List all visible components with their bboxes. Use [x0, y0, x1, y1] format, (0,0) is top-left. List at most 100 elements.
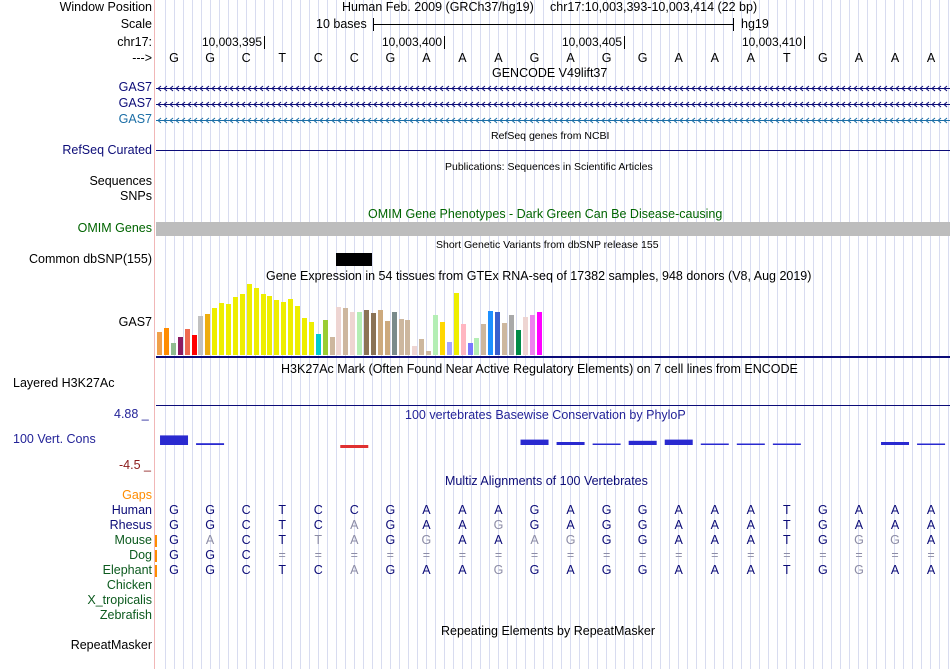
gtex-tissue-bar[interactable] — [419, 339, 425, 355]
phylop-label[interactable]: 100 Vert. Cons — [13, 432, 96, 446]
gtex-tissue-bar[interactable] — [426, 351, 432, 355]
gtex-tissue-bar[interactable] — [384, 321, 390, 355]
refseq-title: RefSeq genes from NCBI — [491, 130, 610, 142]
aligned-base: A — [746, 563, 755, 577]
gtex-tissue-bar[interactable] — [184, 329, 190, 355]
gtex-tissue-bar[interactable] — [412, 346, 418, 355]
species-label[interactable]: Human — [111, 503, 152, 517]
h3k27ac-label[interactable]: Layered H3K27Ac — [13, 376, 115, 390]
gtex-tissue-bar[interactable] — [267, 296, 273, 355]
gencode-gas7-label-2[interactable]: GAS7 — [118, 96, 152, 110]
gtex-gas7-label[interactable]: GAS7 — [118, 315, 152, 329]
gtex-tissue-bar[interactable] — [529, 315, 535, 355]
gtex-tissue-bar[interactable] — [260, 294, 266, 355]
ruler-tick-label: 10,003,395 — [201, 35, 262, 49]
gtex-tissue-bar[interactable] — [515, 330, 521, 355]
aligned-base: = — [855, 548, 863, 562]
dbsnp-title: Short Genetic Variants from dbSNP releas… — [436, 239, 659, 251]
gtex-tissue-bar[interactable] — [446, 342, 452, 355]
aligned-base: C — [313, 563, 323, 577]
gtex-tissue-bar[interactable] — [177, 337, 183, 355]
gtex-tissue-bar[interactable] — [322, 320, 328, 355]
gencode-transcripts[interactable] — [156, 80, 950, 128]
dbsnp-label[interactable]: Common dbSNP(155) — [29, 252, 152, 266]
gtex-tissue-bar[interactable] — [336, 307, 342, 355]
species-label[interactable]: X_tropicalis — [87, 593, 152, 607]
species-label[interactable]: Elephant — [102, 563, 152, 577]
publications-sequences-label[interactable]: Sequences — [89, 174, 152, 188]
reference-base: G — [818, 51, 828, 65]
refseq-gene-line[interactable] — [156, 150, 950, 151]
aligned-base: G — [818, 533, 828, 547]
gtex-tissue-bar[interactable] — [198, 316, 204, 355]
gtex-tissue-bar[interactable] — [219, 303, 225, 355]
gtex-tissue-bar[interactable] — [246, 284, 252, 355]
gtex-tissue-bar[interactable] — [288, 299, 294, 355]
gtex-tissue-bar[interactable] — [495, 312, 501, 355]
aligned-base: G — [529, 563, 540, 577]
refseq-curated-label[interactable]: RefSeq Curated — [62, 143, 152, 157]
gtex-tissue-bar[interactable] — [191, 335, 197, 355]
gtex-tissue-bar[interactable] — [377, 310, 383, 355]
aligned-base: G — [818, 518, 828, 532]
gencode-gas7-label-1[interactable]: GAS7 — [118, 80, 152, 94]
gtex-tissue-bar[interactable] — [212, 308, 218, 355]
gtex-tissue-bar[interactable] — [460, 324, 466, 355]
publications-title: Publications: Sequences in Scientific Ar… — [445, 161, 653, 173]
gencode-gas7-label-3[interactable]: GAS7 — [118, 112, 152, 126]
omim-gene-bar[interactable] — [156, 222, 950, 236]
gtex-tissue-bar[interactable] — [163, 328, 169, 355]
species-label[interactable]: Rhesus — [109, 518, 152, 532]
gtex-tissue-bar[interactable] — [522, 317, 528, 355]
gtex-tissue-bar[interactable] — [364, 310, 369, 355]
gtex-tissue-bar[interactable] — [357, 312, 363, 355]
gtex-tissue-bar[interactable] — [301, 318, 307, 355]
gtex-tissue-bar[interactable] — [405, 320, 411, 355]
gtex-tissue-bar[interactable] — [253, 288, 259, 355]
gtex-tissue-bar[interactable] — [329, 337, 335, 355]
gtex-tissue-bar[interactable] — [226, 304, 231, 355]
aligned-base: A — [926, 503, 936, 517]
gtex-tissue-bar[interactable] — [343, 308, 349, 355]
gtex-tissue-bar[interactable] — [481, 324, 487, 355]
aligned-base: A — [854, 503, 864, 517]
chrom-label: chr17: — [117, 35, 152, 49]
gtex-tissue-bar[interactable] — [157, 332, 162, 355]
aligned-base: A — [890, 518, 900, 532]
gtex-tissue-bar[interactable] — [239, 294, 245, 355]
dbsnp-variant[interactable] — [336, 253, 372, 266]
gtex-tissue-bar[interactable] — [391, 312, 397, 355]
gtex-tissue-bar[interactable] — [232, 297, 238, 355]
gtex-tissue-bar[interactable] — [370, 313, 376, 355]
species-label[interactable]: Mouse — [114, 533, 152, 547]
species-label[interactable]: Zebrafish — [99, 608, 152, 622]
repeatmasker-label[interactable]: RepeatMasker — [70, 638, 152, 652]
gtex-tissue-bar[interactable] — [308, 322, 314, 355]
omim-genes-label[interactable]: OMIM Genes — [77, 221, 152, 235]
aligned-base: = — [891, 548, 899, 562]
species-label[interactable]: Dog — [129, 548, 152, 562]
publications-snps-label[interactable]: SNPs — [120, 189, 152, 203]
gtex-tissue-bar[interactable] — [295, 306, 300, 355]
gtex-tissue-bar[interactable] — [350, 312, 356, 355]
gtex-tissue-bar[interactable] — [502, 323, 507, 355]
gtex-tissue-bar[interactable] — [315, 334, 321, 355]
species-label[interactable]: Chicken — [106, 578, 152, 592]
gtex-tissue-bar[interactable] — [508, 315, 514, 355]
gtex-tissue-bar[interactable] — [274, 300, 280, 355]
gtex-tissue-bar[interactable] — [398, 319, 404, 355]
reference-base: A — [566, 51, 575, 65]
gtex-tissue-bar[interactable] — [474, 338, 480, 355]
gtex-tissue-bar[interactable] — [488, 311, 494, 355]
gtex-tissue-bar[interactable] — [439, 322, 445, 355]
gtex-tissue-bar[interactable] — [433, 315, 438, 355]
phylop-scores[interactable] — [156, 430, 950, 456]
gtex-tissue-bar[interactable] — [536, 312, 542, 355]
gtex-tissue-bar[interactable] — [205, 314, 211, 355]
gtex-tissue-bar[interactable] — [281, 302, 287, 355]
multiz-gaps-label[interactable]: Gaps — [122, 488, 152, 502]
gtex-tissue-bar[interactable] — [467, 343, 473, 355]
gtex-tissue-bar[interactable] — [170, 343, 176, 355]
gtex-tissue-bar[interactable] — [453, 293, 459, 355]
